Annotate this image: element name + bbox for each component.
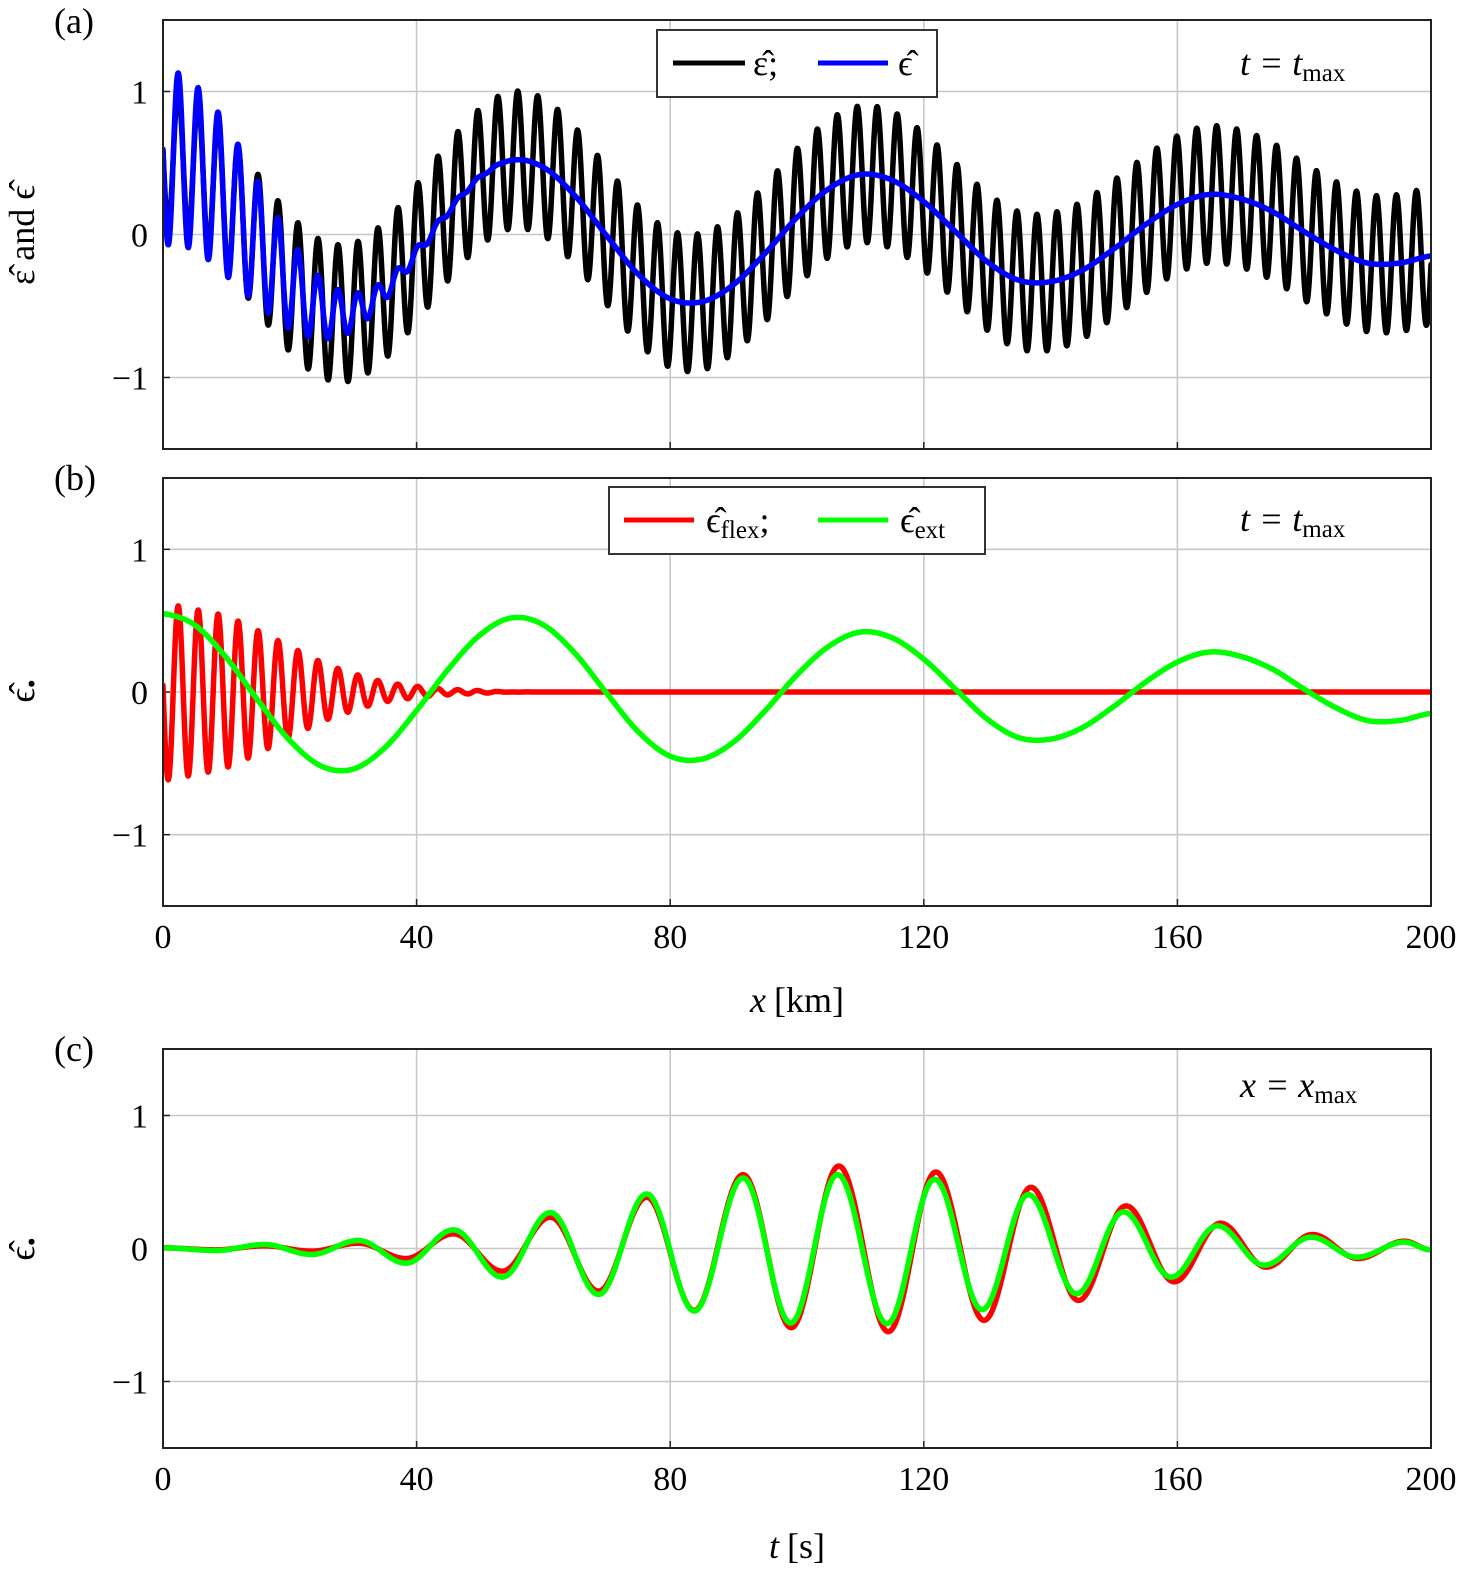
panel-label-c: (c) — [54, 1029, 94, 1069]
panel-label-a: (a) — [54, 1, 94, 41]
y-tick-label: −1 — [112, 1365, 148, 1402]
x-tick-label: 160 — [1152, 1461, 1203, 1498]
x-tick-label: 160 — [1152, 919, 1203, 956]
annotation-a: t = tmax — [1240, 43, 1346, 87]
plot-frame — [162, 477, 1432, 907]
annotation-b: t = tmax — [1240, 499, 1346, 543]
x-tick-label: 40 — [400, 1461, 434, 1498]
panel-b: 0 40 80 120 160 200 1 0 −1 — [112, 477, 1457, 956]
y-tick-label: −1 — [112, 361, 148, 398]
series-line-1-1 — [163, 610, 1431, 774]
x-tick-label: 0 — [155, 919, 172, 956]
legend-a: ε̂; ϵ̂ — [656, 29, 938, 98]
plot-frame — [162, 19, 1432, 450]
y-axis-label-a: ε̂ and ϵ̂ — [2, 179, 42, 285]
x-tick-label: 200 — [1406, 1461, 1457, 1498]
y-tick-label: 0 — [131, 675, 148, 712]
x-tick-label: 200 — [1406, 919, 1457, 956]
series-line-0-0 — [163, 87, 1431, 385]
x-tick-label: 0 — [155, 1461, 172, 1498]
y-tick-label: 0 — [131, 218, 148, 255]
annotation-c: x = xmax — [1239, 1065, 1358, 1109]
y-axis-label-c: ϵ̂• — [2, 1237, 46, 1260]
legend-entry-eps-hat: ε̂; — [753, 43, 778, 83]
x-axis-label-b: x [km] — [749, 980, 844, 1020]
y-axis-label-b: ϵ̂• — [2, 679, 46, 702]
plot-frame — [162, 1048, 1432, 1449]
panel-c: 0 40 80 120 160 200 1 0 −1 — [112, 1048, 1457, 1498]
x-tick-label: 120 — [898, 919, 949, 956]
legend-b: ϵ̂flex; ϵ̂ext — [608, 486, 986, 555]
y-tick-label: 1 — [131, 1099, 148, 1136]
y-tick-label: −1 — [112, 818, 148, 855]
x-tick-label: 40 — [400, 919, 434, 956]
x-tick-label: 80 — [653, 1461, 687, 1498]
x-tick-label: 120 — [898, 1461, 949, 1498]
series-line-0-1 — [163, 70, 1431, 342]
x-axis-label-c: t [s] — [769, 1526, 825, 1566]
y-tick-label: 1 — [131, 532, 148, 569]
y-tick-label: 1 — [131, 75, 148, 112]
series-line-2-1 — [163, 1171, 1431, 1327]
y-tick-label: 0 — [131, 1232, 148, 1269]
series-line-1-0 — [163, 603, 1431, 783]
x-tick-label: 80 — [653, 919, 687, 956]
panel-label-b: (b) — [54, 458, 96, 498]
